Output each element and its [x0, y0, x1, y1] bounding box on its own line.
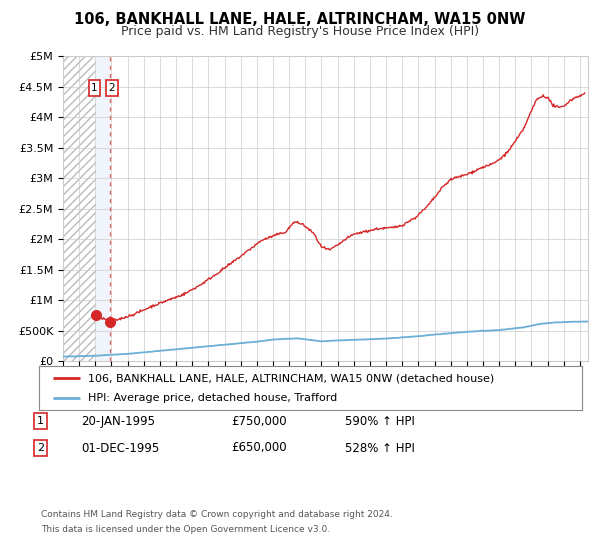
Text: 2: 2	[109, 83, 115, 93]
Bar	[63, 56, 96, 361]
Text: 2: 2	[37, 443, 44, 453]
Bar	[63, 56, 96, 361]
Text: Contains HM Land Registry data © Crown copyright and database right 2024.: Contains HM Land Registry data © Crown c…	[41, 510, 392, 519]
Text: 1: 1	[37, 416, 44, 426]
Text: 20-JAN-1995: 20-JAN-1995	[81, 414, 155, 428]
Bar	[96, 56, 110, 361]
Text: 590% ↑ HPI: 590% ↑ HPI	[345, 414, 415, 428]
Text: HPI: Average price, detached house, Trafford: HPI: Average price, detached house, Traf…	[88, 393, 337, 403]
Text: £650,000: £650,000	[231, 441, 287, 455]
Text: Price paid vs. HM Land Registry's House Price Index (HPI): Price paid vs. HM Land Registry's House …	[121, 25, 479, 38]
Text: 01-DEC-1995: 01-DEC-1995	[81, 441, 159, 455]
Text: 106, BANKHALL LANE, HALE, ALTRINCHAM, WA15 0NW (detached house): 106, BANKHALL LANE, HALE, ALTRINCHAM, WA…	[88, 373, 494, 383]
Text: £750,000: £750,000	[231, 414, 287, 428]
Text: 106, BANKHALL LANE, HALE, ALTRINCHAM, WA15 0NW: 106, BANKHALL LANE, HALE, ALTRINCHAM, WA…	[74, 12, 526, 27]
Text: 528% ↑ HPI: 528% ↑ HPI	[345, 441, 415, 455]
Text: 1: 1	[91, 83, 98, 93]
Text: This data is licensed under the Open Government Licence v3.0.: This data is licensed under the Open Gov…	[41, 525, 330, 534]
